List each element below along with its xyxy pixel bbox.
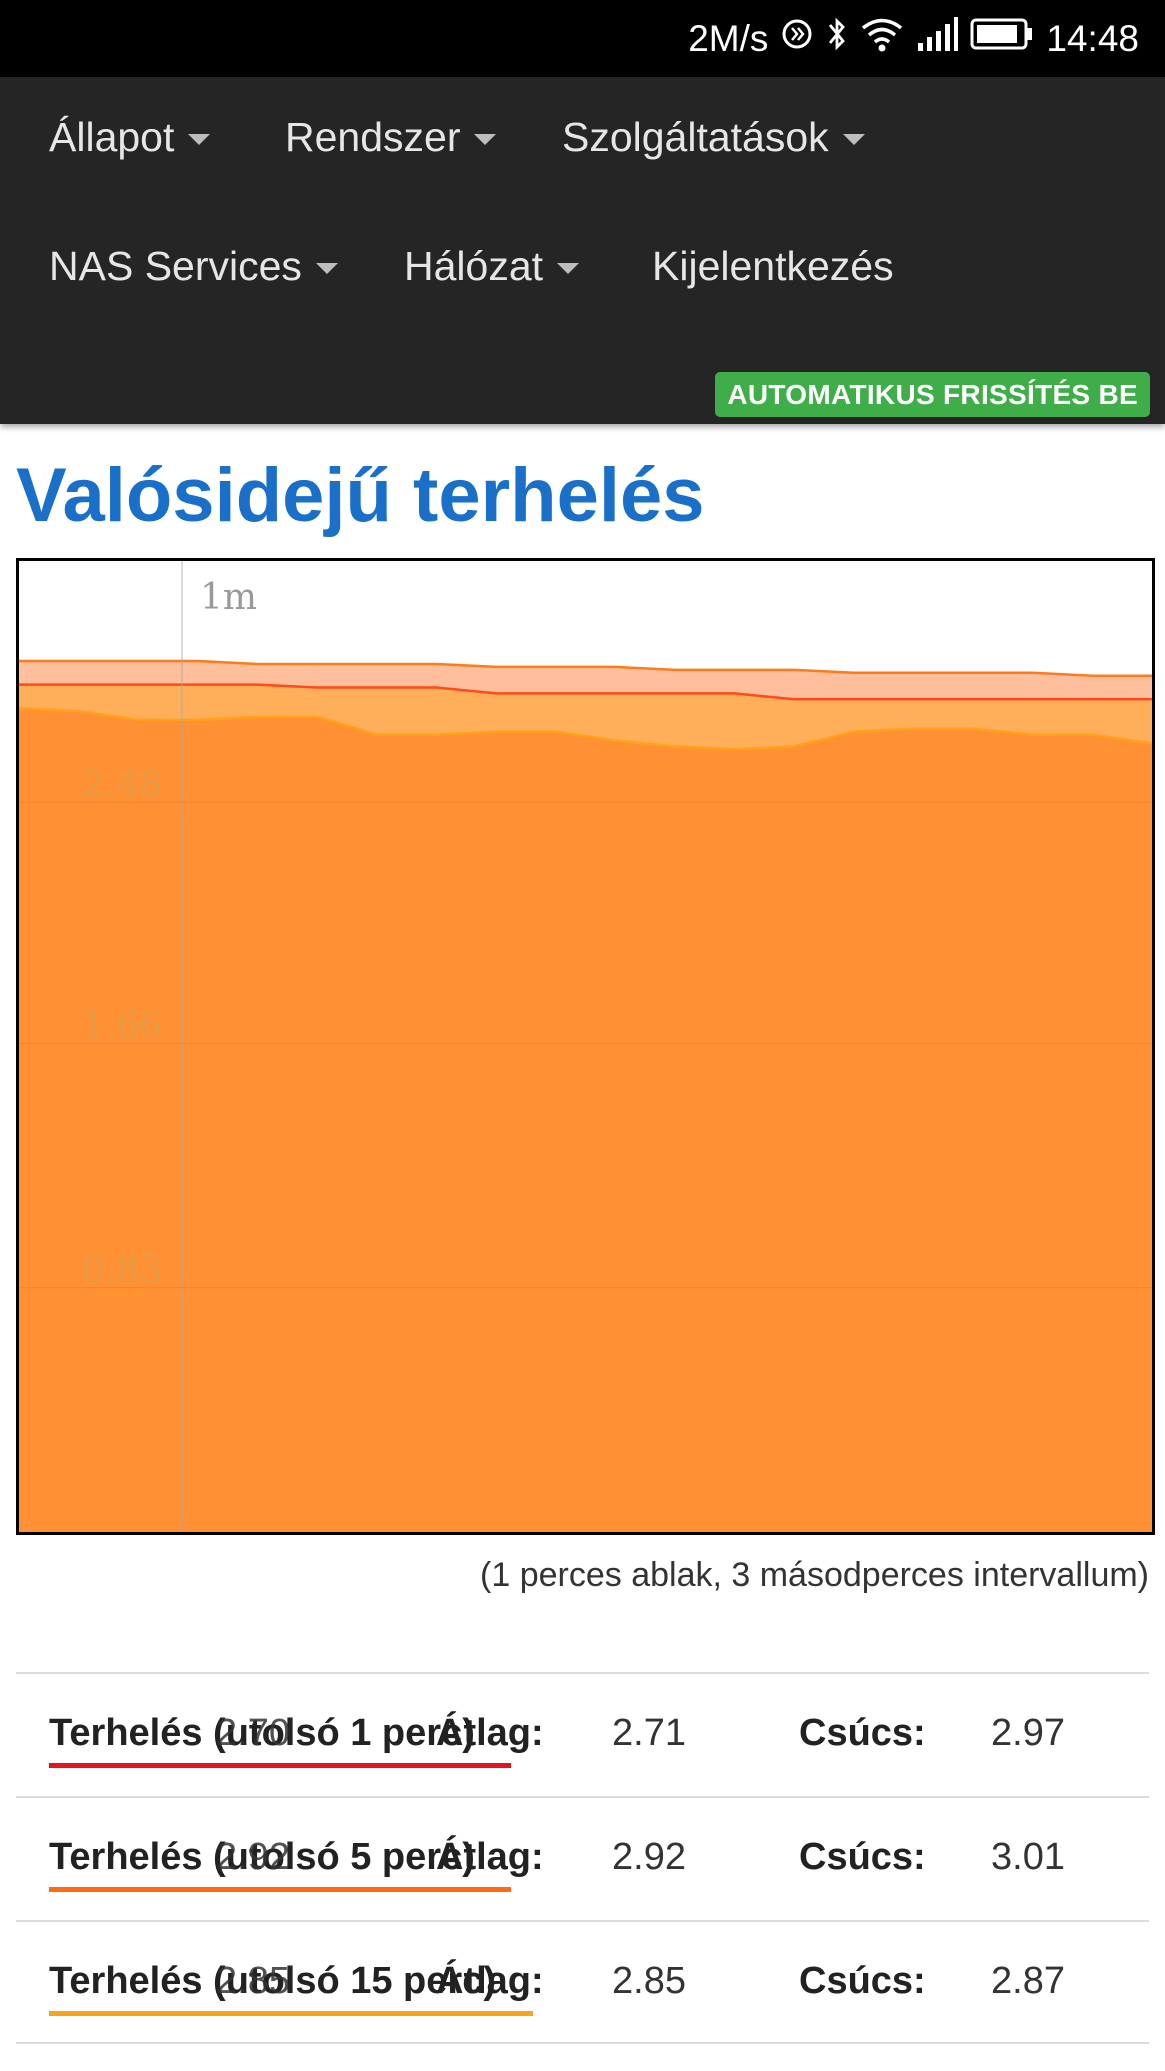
- stat-avg-label: Átlag:: [436, 1960, 544, 2002]
- stat-label: Terhelés (utolsó 15 perc): [49, 1960, 496, 2002]
- nav-item-label: Szolgáltatások: [562, 114, 829, 160]
- stat-row-15min: Terhelés (utolsó 15 perc) 2.85 Átlag: 2.…: [16, 1920, 1149, 2044]
- stat-label: Terhelés (utolsó 5 perc): [49, 1836, 475, 1878]
- nav-item-label: Hálózat: [404, 243, 544, 289]
- nav-item-label: Kijelentkezés: [652, 243, 894, 289]
- top-navbar: Állapot Rendszer Szolgáltatások NAS Serv…: [0, 77, 1165, 424]
- nav-item-label: Rendszer: [285, 114, 461, 160]
- nav-item-label: Állapot: [49, 114, 175, 160]
- page-title: Valósidejű terhelés: [16, 453, 705, 538]
- bluetooth-icon: [826, 15, 848, 62]
- caret-down-icon: [474, 134, 497, 145]
- stat-row-1min: Terhelés (utolsó 1 perc) 2.70 Átlag: 2.7…: [16, 1672, 1149, 1796]
- signal-icon: [916, 17, 959, 60]
- status-bar: 2M/s 14:48: [0, 0, 1165, 77]
- series-area-3: [19, 708, 1152, 1532]
- nav-item-rendszer[interactable]: Rendszer: [285, 114, 497, 161]
- caret-down-icon: [557, 263, 580, 274]
- stat-peak-value: 3.01: [991, 1836, 1065, 1878]
- stat-current: 2.92: [216, 1836, 290, 1878]
- stat-row-5min: Terhelés (utolsó 5 perc) 2.92 Átlag: 2.9…: [16, 1796, 1149, 1920]
- caret-down-icon: [842, 134, 865, 145]
- y-tick-label: 0.83: [82, 1250, 162, 1291]
- realtime-load-chart: 1m 2.48 1.66 0.83: [16, 558, 1155, 1535]
- chart-caption: (1 perces ablak, 3 másodperces intervall…: [480, 1556, 1149, 1594]
- nav-item-szolgaltatasok[interactable]: Szolgáltatások: [562, 114, 865, 161]
- y-tick-label: 1.66: [82, 1006, 162, 1047]
- wifi-icon: [860, 16, 904, 61]
- series-color-underline: [49, 1887, 511, 1892]
- nav-item-kijelentkezes[interactable]: Kijelentkezés: [652, 243, 894, 290]
- load-stats-table: Terhelés (utolsó 1 perc) 2.70 Átlag: 2.7…: [16, 1672, 1149, 2044]
- stat-avg-label: Átlag:: [436, 1836, 544, 1878]
- auto-refresh-badge[interactable]: AUTOMATIKUS FRISSÍTÉS BE: [715, 372, 1150, 417]
- load-chart-svg: 1m 2.48 1.66 0.83: [19, 561, 1152, 1532]
- x-tick-label: 1m: [200, 577, 257, 618]
- stat-current: 2.85: [216, 1960, 290, 2002]
- stat-peak-value: 2.87: [991, 1960, 1065, 2002]
- nav-item-halozat[interactable]: Hálózat: [404, 243, 580, 290]
- data-saver-icon: [780, 17, 814, 60]
- series-line-1: [19, 683, 1152, 701]
- stat-avg-value: 2.92: [612, 1836, 686, 1878]
- nav-item-nas-services[interactable]: NAS Services: [49, 243, 338, 290]
- nav-item-label: NAS Services: [49, 243, 302, 289]
- clock: 14:48: [1046, 17, 1139, 59]
- stat-avg-value: 2.71: [612, 1712, 686, 1754]
- series-line-3: [19, 706, 1152, 751]
- nav-item-allapot[interactable]: Állapot: [49, 114, 211, 161]
- stat-peak-label: Csúcs:: [799, 1712, 926, 1754]
- stat-avg-label: Átlag:: [436, 1712, 544, 1754]
- network-speed: 2M/s: [688, 17, 769, 59]
- caret-down-icon: [188, 134, 211, 145]
- series-color-underline: [49, 1763, 511, 1768]
- caret-down-icon: [315, 263, 338, 274]
- stat-current: 2.70: [216, 1712, 290, 1754]
- stat-peak-label: Csúcs:: [799, 1960, 926, 2002]
- stat-label: Terhelés (utolsó 1 perc): [49, 1712, 475, 1754]
- y-tick-label: 2.48: [82, 764, 162, 805]
- series-line-2: [19, 659, 1152, 678]
- series-color-underline: [49, 2011, 533, 2016]
- stat-peak-label: Csúcs:: [799, 1836, 926, 1878]
- battery-icon: [970, 17, 1034, 60]
- stat-peak-value: 2.97: [991, 1712, 1065, 1754]
- stat-avg-value: 2.85: [612, 1960, 686, 2002]
